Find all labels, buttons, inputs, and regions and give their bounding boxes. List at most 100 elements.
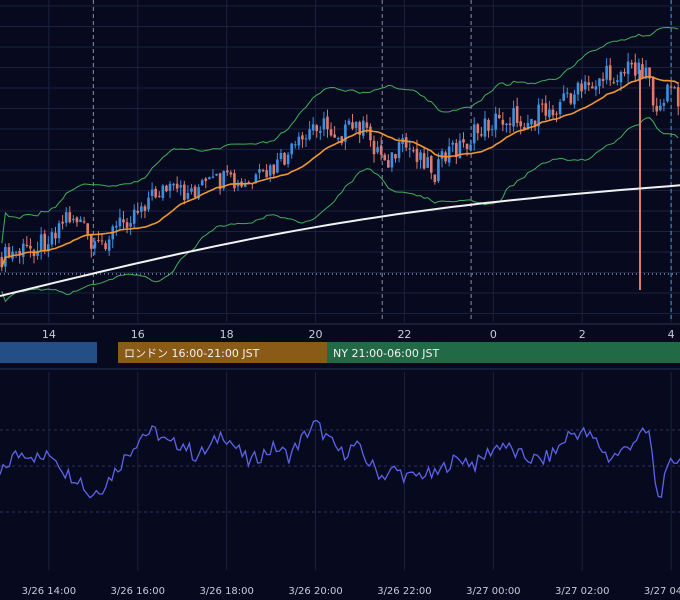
candle-body xyxy=(526,122,530,130)
session-london-block xyxy=(118,342,327,363)
candle-body xyxy=(447,146,451,163)
candle-body xyxy=(408,148,412,150)
price-panel[interactable] xyxy=(0,0,680,322)
lower-time-axis: 3/26 14:00 3/26 16:00 3/26 18:00 3/26 20:00… xyxy=(22,586,680,597)
price-grid xyxy=(0,0,680,322)
candle-body xyxy=(598,78,601,87)
lower-tick-label: 3/26 18:00 xyxy=(199,586,253,597)
candle-body xyxy=(573,94,576,105)
candle-body xyxy=(619,72,623,83)
session-ny-label: NY 21:00-06:00 JST xyxy=(333,347,440,360)
candle-body xyxy=(233,173,236,189)
candle-body xyxy=(347,120,351,125)
candle-body xyxy=(637,62,641,74)
candle-body xyxy=(200,180,204,186)
candle-body xyxy=(308,129,311,140)
candle-body xyxy=(315,125,319,132)
candle-body xyxy=(7,247,11,257)
candle-body xyxy=(351,122,354,129)
candle-body xyxy=(415,148,419,162)
candle-body xyxy=(412,150,415,152)
candle-body xyxy=(426,157,429,168)
candle-body xyxy=(676,87,680,107)
candle-body xyxy=(179,185,183,188)
candle-body xyxy=(61,221,64,224)
candle-body xyxy=(465,143,469,149)
candle-body xyxy=(18,250,21,255)
candle-body xyxy=(551,109,555,116)
candle-body xyxy=(555,113,558,115)
candle-body xyxy=(0,257,4,268)
candle-body xyxy=(558,101,562,115)
candle-body xyxy=(268,165,272,176)
candle-body xyxy=(140,206,143,212)
candle-body xyxy=(433,174,437,183)
candle-body xyxy=(623,71,626,74)
candle-body xyxy=(190,188,193,192)
candle-body xyxy=(293,144,297,146)
lower-tick-label: 3/27 04:00 xyxy=(644,586,680,597)
candle-body xyxy=(376,147,379,153)
candle-body xyxy=(422,153,426,169)
candle-body xyxy=(218,173,222,190)
candle-body xyxy=(225,170,229,173)
candle-body xyxy=(157,195,161,197)
candle-body xyxy=(419,152,422,160)
lower-tick-label: 3/26 20:00 xyxy=(288,586,342,597)
candle-body xyxy=(21,243,25,257)
candle-body xyxy=(197,187,200,199)
candle-body xyxy=(272,164,276,175)
candle-body xyxy=(519,121,523,127)
candle-body xyxy=(480,134,483,136)
candle-body xyxy=(326,116,329,130)
session-london-label: ロンドン 16:00-21:00 JST xyxy=(124,347,260,360)
candle-body xyxy=(329,129,333,136)
candle-body xyxy=(136,210,140,213)
candle-body xyxy=(469,144,472,151)
candle-body xyxy=(290,143,293,155)
candle-body xyxy=(333,134,336,138)
candle-body xyxy=(122,219,125,223)
candle-body xyxy=(583,81,587,90)
candle-body xyxy=(301,135,304,140)
candle-body xyxy=(533,120,537,127)
candle-body xyxy=(591,86,594,89)
candle-body xyxy=(39,234,43,252)
candle-body xyxy=(451,142,455,145)
candle-body xyxy=(626,61,630,75)
candle-body xyxy=(472,124,476,144)
candle-body xyxy=(361,120,365,136)
candle-body xyxy=(608,65,612,81)
candle-body xyxy=(100,240,104,242)
candle-body xyxy=(394,154,397,159)
candle-body xyxy=(311,124,315,131)
candle-body xyxy=(437,159,440,182)
candle-body xyxy=(168,183,172,191)
upper-tick-label: 2 xyxy=(579,328,586,341)
candle-body xyxy=(208,177,211,180)
candle-body xyxy=(304,138,308,140)
lower-tick-label: 3/26 22:00 xyxy=(377,586,431,597)
candle-body xyxy=(222,171,225,189)
oscillator-panel[interactable] xyxy=(0,372,680,570)
candle-body xyxy=(143,206,147,211)
bollinger-upper-line xyxy=(1,26,679,244)
upper-tick-label: 20 xyxy=(309,328,323,341)
lower-tick-label: 3/27 00:00 xyxy=(466,586,520,597)
candle-body xyxy=(118,217,122,227)
candle-body xyxy=(354,121,358,128)
candle-body xyxy=(662,102,666,106)
candle-body xyxy=(104,243,107,250)
candle-body xyxy=(172,183,175,186)
candle-body xyxy=(150,189,154,197)
candle-body xyxy=(512,108,515,127)
candle-body xyxy=(229,172,233,175)
candle-body xyxy=(75,217,79,223)
candle-body xyxy=(440,151,444,159)
candle-body xyxy=(161,185,165,199)
candle-body xyxy=(548,109,551,118)
candle-body xyxy=(64,212,68,223)
candle-body xyxy=(165,185,168,192)
candle-body xyxy=(601,78,605,81)
candle-body xyxy=(47,244,50,252)
